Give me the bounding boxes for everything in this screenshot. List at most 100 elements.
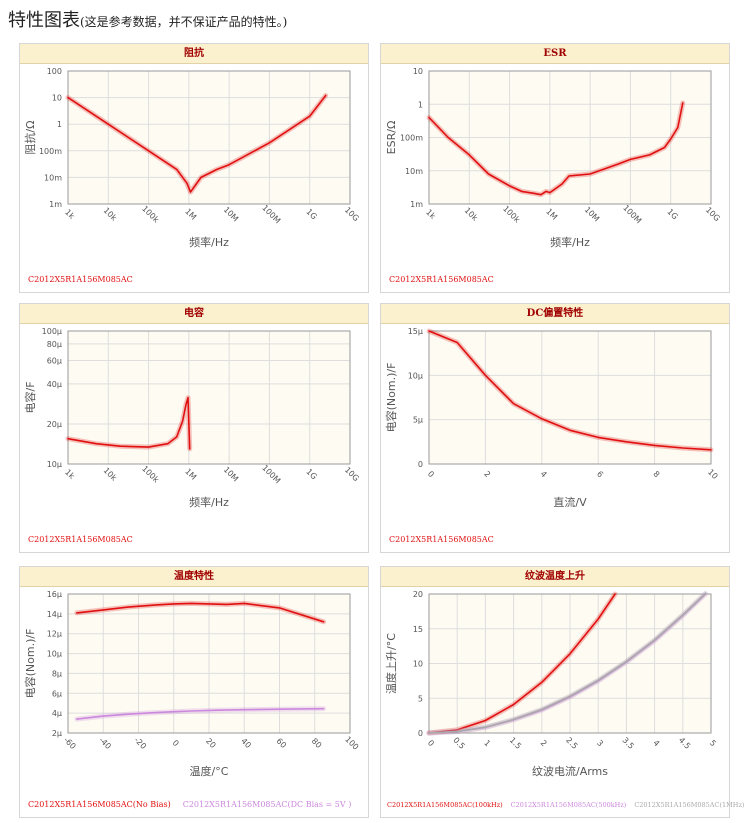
x-tick-label: 1M — [183, 207, 198, 222]
x-tick-label: 10 — [706, 467, 720, 481]
y-axis-label: ESR/Ω — [385, 121, 398, 155]
chart-title: 阻抗 — [20, 44, 368, 64]
x-tick-label: 4 — [651, 738, 661, 748]
page-disclaimer: (这是参考数据，并不保证产品的特性。) — [80, 15, 288, 29]
x-tick-label: 10M — [222, 205, 241, 224]
y-tick-label: 10m — [44, 173, 62, 182]
x-tick-label: 1G — [304, 207, 318, 221]
legend-entry: C2012X5R1A156M085AC(DC Bias = 5V ) — [182, 800, 352, 809]
y-tick-label: 15 — [413, 625, 423, 634]
y-axis-label: 阻抗/Ω — [23, 120, 37, 154]
x-tick-label: 60 — [274, 736, 288, 750]
series-line-1 — [76, 707, 325, 720]
x-axis-label: 纹波电流/Arms — [532, 764, 608, 778]
y-tick-label: 1 — [418, 100, 423, 109]
y-tick-label: 10 — [413, 660, 423, 669]
x-tick-label: 10G — [343, 205, 361, 223]
y-tick-label: 10m — [405, 167, 423, 176]
y-axis-label: 温度上升/°C — [384, 633, 398, 694]
impedance-chart-panel: 阻抗 1k 10k 100k 1M 10M 100M 1G 10G 1m 10m 100m 1 10 10… — [19, 43, 369, 293]
chart-legend: C2012X5R1A156M085AC — [28, 535, 145, 544]
x-tick-label: 100 — [343, 735, 360, 752]
x-tick-label: -40 — [97, 735, 113, 751]
x-tick-label: 100M — [260, 463, 282, 485]
x-tick-label: 2 — [539, 738, 549, 748]
x-tick-label: 4.5 — [677, 736, 692, 751]
chart-legend: C2012X5R1A156M085AC — [389, 275, 506, 284]
y-tick-label: 100m — [39, 147, 62, 156]
chart-title: 温度特性 — [20, 567, 368, 587]
temperature-chart: -60 -40 -20 0 20 40 60 80 100 2μ 4μ 6μ 8μ 10μ 12μ 14μ 16… — [23, 590, 360, 778]
plot-area — [68, 331, 350, 464]
series-line-0 — [428, 102, 684, 196]
x-tick-label: 1M — [183, 467, 198, 482]
chart-legend: C2012X5R1A156M085AC(No Bias) C2012X5R1A15… — [28, 800, 363, 809]
x-tick-label: -20 — [132, 735, 148, 751]
x-tick-label: 1.5 — [508, 736, 523, 751]
chart-title: DC偏置特性 — [381, 304, 729, 324]
plot-area — [68, 71, 350, 204]
series-line-0 — [76, 602, 325, 623]
x-tick-label: 1G — [665, 207, 679, 221]
chart-title: ESR — [381, 44, 729, 64]
x-tick-label: 40 — [239, 736, 253, 750]
y-tick-label: 10μ — [47, 650, 62, 659]
x-tick-label: 0 — [426, 738, 436, 748]
capacitance-chart-panel: 电容 1k 10k 100k 1M 10M 100M 1G 10G 10μ 20μ 40μ 60μ 80… — [19, 303, 369, 553]
plot-frame — [67, 70, 351, 205]
y-tick-label: 8μ — [52, 669, 62, 678]
x-tick-label: 8 — [651, 469, 661, 479]
dc-bias-chart: 0 2 4 6 8 10 0 5μ 10μ 15μ 直流/V 电容(Nom.)/F — [384, 327, 720, 509]
x-tick-label: 1k — [424, 208, 437, 221]
esr-chart-panel: ESR 1k 10k 100k 1M 10M 100M 1G 10G 1m 10m 100m 1 10 频… — [380, 43, 730, 293]
y-tick-label: 0 — [418, 729, 423, 738]
y-tick-label: 10μ — [47, 460, 62, 469]
y-tick-label: 10 — [413, 67, 423, 76]
x-tick-label: 10M — [583, 205, 602, 224]
y-tick-label: 10 — [52, 94, 62, 103]
series-line-0 — [67, 396, 191, 450]
y-tick-label: 20μ — [47, 420, 62, 429]
y-tick-label: 16μ — [47, 590, 62, 599]
series-line-0 — [67, 94, 327, 193]
x-tick-label: 1k — [63, 208, 76, 221]
chart-legend: C2012X5R1A156M085AC — [389, 535, 506, 544]
x-tick-label: 100M — [260, 203, 282, 225]
y-tick-label: 15μ — [408, 327, 423, 336]
x-tick-label: 10G — [343, 465, 361, 483]
x-tick-label: 3.5 — [620, 736, 635, 751]
y-axis-label: 电容(Nom.)/F — [23, 629, 37, 699]
chart-title: 电容 — [20, 304, 368, 324]
legend-entry: C2012X5R1A156M085AC(1MHz) — [634, 801, 745, 809]
x-tick-label: 100M — [621, 203, 643, 225]
y-tick-label: 100 — [47, 67, 62, 76]
legend-entry: C2012X5R1A156M085AC — [28, 275, 133, 284]
plot-frame — [428, 593, 712, 734]
plot-frame — [428, 330, 712, 465]
y-axis-label: 电容(Nom.)/F — [384, 363, 398, 433]
x-tick-label: 100k — [140, 204, 161, 225]
page-heading: 特性图表(这是参考数据，并不保证产品的特性。) — [8, 6, 288, 31]
chart-legend: C2012X5R1A156M085AC — [28, 275, 145, 284]
legend-entry: C2012X5R1A156M085AC — [389, 535, 494, 544]
series-line-0 — [428, 330, 712, 451]
impedance-chart: 1k 10k 100k 1M 10M 100M 1G 10G 1m 10m 100m 1 10 100 频率… — [23, 67, 361, 249]
x-tick-label: 0 — [426, 469, 436, 479]
x-tick-label: 10G — [704, 205, 722, 223]
page-title: 特性图表 — [8, 10, 80, 31]
esr-chart: 1k 10k 100k 1M 10M 100M 1G 10G 1m 10m 100m 1 10 频率/Hz… — [385, 67, 722, 249]
x-tick-label: 10M — [222, 465, 241, 484]
legend-entry: C2012X5R1A156M085AC(500kHz) — [510, 801, 627, 809]
x-tick-label: 2 — [482, 469, 492, 479]
y-tick-label: 80μ — [47, 340, 62, 349]
y-tick-label: 60μ — [47, 357, 62, 366]
capacitance-chart: 1k 10k 100k 1M 10M 100M 1G 10G 10μ 20μ 40μ 60μ 80μ 10… — [23, 327, 361, 509]
y-axis-label: 电容/F — [23, 381, 37, 413]
x-tick-label: 100k — [501, 204, 522, 225]
y-tick-label: 1m — [410, 200, 423, 209]
x-tick-label: 100k — [140, 464, 161, 485]
y-tick-label: 20 — [413, 590, 423, 599]
x-tick-label: -60 — [62, 735, 78, 751]
x-tick-label: 10k — [102, 206, 119, 223]
y-tick-label: 4μ — [52, 709, 62, 718]
